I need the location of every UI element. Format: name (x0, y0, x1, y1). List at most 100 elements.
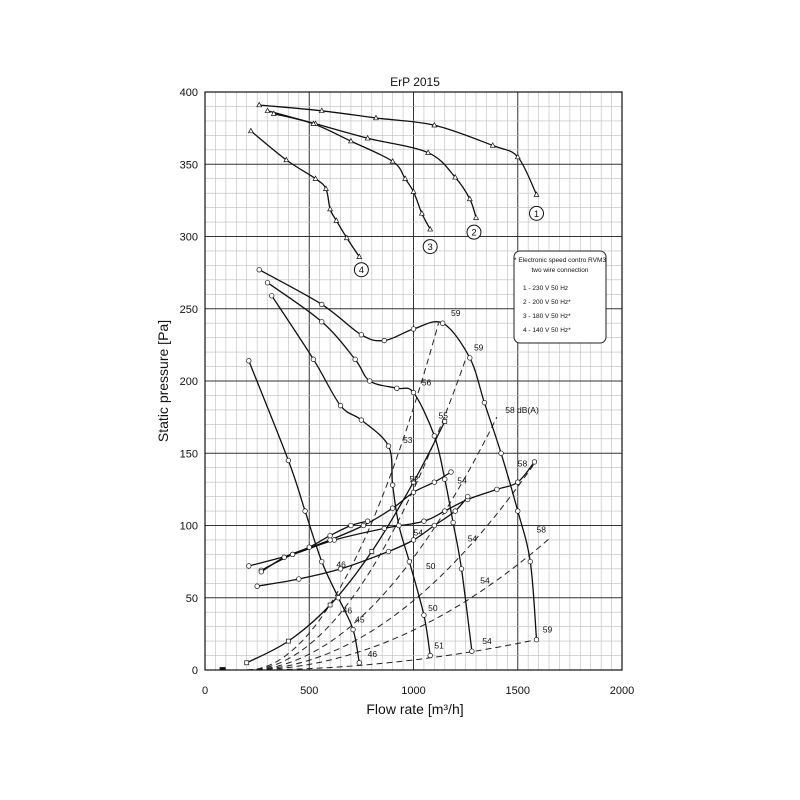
circle-marker (352, 356, 358, 362)
legend-title: * Electronic speed contro RVM3 (514, 257, 606, 264)
triangle-marker (310, 120, 317, 126)
dba-annotation: 59 (474, 343, 484, 353)
system-curve (246, 323, 439, 671)
circle-marker (431, 433, 438, 439)
circle-marker (360, 522, 367, 529)
circle-marker (319, 319, 325, 325)
dba-annotation: 53 (403, 435, 413, 445)
data-markers (219, 101, 540, 671)
legend-subtitle: two wire connection (531, 267, 588, 274)
triangle-marker (533, 191, 540, 197)
y-tick-label: 150 (180, 448, 198, 460)
y-tick-label: 300 (180, 232, 198, 244)
triangle-marker (372, 114, 379, 121)
circle-marker (319, 558, 325, 565)
y-tick-label: 0 (192, 665, 198, 677)
circle-marker (442, 476, 448, 482)
triangle-marker (347, 137, 354, 144)
triangle-marker (333, 217, 340, 223)
legend-box: * Electronic speed contro RVM3 two wire … (513, 250, 607, 344)
circle-marker (515, 479, 521, 485)
triangle-marker (452, 173, 459, 180)
triangle-marker (312, 175, 319, 181)
circle-marker (467, 355, 473, 361)
x-tick-label: 2000 (610, 685, 634, 697)
curve-number-label: 1 (534, 209, 539, 220)
triangle-marker (431, 121, 438, 128)
dba-annotation: 58 dB(A) (505, 405, 539, 415)
curve-number-circle (466, 224, 482, 240)
dba-annotation: 58 (518, 458, 528, 468)
x-tick-label: 0 (202, 685, 208, 697)
square-marker (411, 479, 416, 485)
origin-mark (219, 667, 226, 671)
circle-marker (281, 554, 287, 560)
circle-marker (533, 637, 540, 643)
y-tick-label: 400 (180, 87, 198, 99)
dba-annotation: 46 (368, 649, 378, 659)
circle-marker (367, 378, 373, 384)
x-tick-label: 1500 (506, 685, 530, 697)
dba-annotation: 54 (457, 476, 467, 486)
circle-marker (335, 595, 342, 601)
dba-annotation: 51 (434, 640, 444, 650)
curve-number-label: 3 (428, 242, 433, 253)
circle-marker (410, 489, 417, 495)
circle-marker (327, 532, 333, 539)
circle-marker (254, 583, 260, 589)
triangle-marker (466, 195, 473, 202)
circle-marker (481, 400, 488, 406)
circle-marker (385, 548, 392, 555)
grid (204, 91, 623, 671)
triangle-marker (283, 156, 290, 163)
circle-marker (410, 389, 417, 396)
x-axis-label: Flow rate [m³/h] (366, 701, 463, 717)
system-curve (246, 460, 537, 671)
legend-entry-3: 3 - 180 V 50 Hz* (523, 313, 571, 320)
triangle-marker (425, 149, 432, 155)
annotations: 59 59 56 58 dB(A) 55 53 52 54 58 54 54 58 46 50 54 46 50… (336, 308, 552, 659)
triangle-marker (356, 253, 363, 259)
circle-marker (452, 508, 458, 514)
triangle-marker (327, 205, 334, 212)
circle-marker (390, 505, 396, 511)
circle-marker (410, 537, 417, 543)
circle-marker (264, 280, 271, 286)
curve-number-label: 2 (471, 228, 476, 239)
plot-border (204, 91, 623, 671)
triangle-marker (410, 188, 417, 194)
dba-annotation: 54 (468, 533, 478, 543)
circle-marker (431, 479, 438, 485)
legend-entry-1: 1 - 230 V 50 Hz (523, 285, 568, 292)
fan-curve (271, 295, 431, 656)
circle-marker (448, 469, 454, 475)
dba-annotation: 55 (439, 411, 449, 421)
y-tick-label: 100 (180, 521, 198, 533)
y-tick-label: 350 (180, 159, 198, 171)
circle-marker (442, 508, 448, 514)
circle-marker (358, 417, 365, 423)
dba-annotation: 46 (343, 606, 353, 616)
circle-marker (431, 522, 438, 529)
square-marker (442, 419, 448, 424)
square-marker (286, 638, 291, 644)
triangle-marker (270, 110, 277, 116)
curve-number-circle (422, 239, 438, 255)
circle-marker (258, 569, 264, 575)
circle-marker (269, 293, 275, 299)
circle-marker (381, 337, 387, 344)
circle-marker (348, 522, 354, 529)
triangle-marker (402, 175, 409, 181)
circle-marker (458, 566, 465, 572)
triangle-marker (489, 142, 496, 148)
dba-annotation: 58 (537, 525, 547, 535)
circle-marker (385, 443, 392, 449)
dba-annotation: 50 (426, 561, 436, 571)
dba-annotation: 59 (543, 624, 553, 634)
fan-curve (273, 113, 431, 230)
triangle-marker (514, 153, 521, 160)
system-curve (246, 536, 552, 671)
circle-marker (450, 519, 456, 526)
circle-marker (302, 508, 308, 514)
circle-marker (527, 558, 533, 565)
